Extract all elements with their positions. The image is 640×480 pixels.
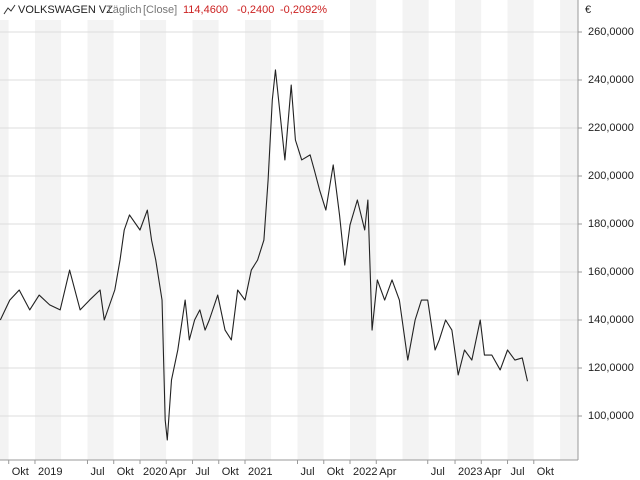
quarter-band xyxy=(533,0,561,460)
x-tick-label: Jul xyxy=(301,466,315,478)
price-line xyxy=(0,69,529,441)
x-tick-label: Okt xyxy=(12,466,29,478)
y-tick-label: 240,0000 xyxy=(588,74,634,86)
y-tick-label: 220,0000 xyxy=(588,122,634,134)
header-bg xyxy=(0,0,335,20)
x-tick-label: Jul xyxy=(90,466,104,478)
plot xyxy=(0,69,529,441)
x-tick-label: 2021 xyxy=(248,466,272,478)
x-tick-label: Jul xyxy=(195,466,209,478)
quarter-band xyxy=(87,0,114,460)
field: [Close] xyxy=(143,4,177,16)
quarter-band xyxy=(560,0,578,460)
x-tick-label: 2019 xyxy=(38,466,62,478)
quarter-band xyxy=(166,0,193,460)
quarter-band xyxy=(323,0,351,460)
x-tick-label: Okt xyxy=(327,466,344,478)
interval: Täglich xyxy=(106,4,141,16)
x-tick-label: Okt xyxy=(117,466,134,478)
y-tick-label: 140,0000 xyxy=(588,314,634,326)
y-unit: € xyxy=(585,4,591,16)
quarter-band xyxy=(113,0,140,460)
quarter-band xyxy=(192,0,219,460)
x-tick-label: Apr xyxy=(484,466,501,478)
quarter-band xyxy=(350,0,377,460)
x-tick-label: Apr xyxy=(169,466,186,478)
y-tick-label: 100,0000 xyxy=(588,410,634,422)
change: -0,2400 xyxy=(237,4,274,16)
x-tick-label: Apr xyxy=(379,466,396,478)
bands xyxy=(0,0,578,460)
y-tick-label: 260,0000 xyxy=(588,26,634,38)
last-price: 114,4600 xyxy=(183,4,228,16)
quarter-band xyxy=(218,0,245,460)
x-tick-label: Okt xyxy=(537,466,554,478)
grid xyxy=(0,31,578,417)
quarter-band xyxy=(244,0,272,460)
chart-icon xyxy=(3,4,16,15)
x-tick-label: 2023 xyxy=(458,466,482,478)
quarter-band xyxy=(271,0,298,460)
y-tick-label: 200,0000 xyxy=(588,170,634,182)
y-tick-label: 120,0000 xyxy=(588,362,634,374)
change-pct: -0,2092% xyxy=(280,4,327,16)
y-tick-label: 180,0000 xyxy=(588,218,634,230)
quarter-band xyxy=(507,0,534,460)
x-tick-label: 2020 xyxy=(143,466,167,478)
x-tick-label: Jul xyxy=(431,466,445,478)
quarter-band xyxy=(61,0,88,460)
quarter-band xyxy=(455,0,482,460)
quarter-band xyxy=(297,0,324,460)
quarter-band xyxy=(8,0,35,460)
quarter-band xyxy=(402,0,429,460)
quarter-band xyxy=(428,0,456,460)
quarter-band xyxy=(34,0,62,460)
quarter-band xyxy=(376,0,403,460)
y-tick-label: 160,0000 xyxy=(588,266,634,278)
quarter-band xyxy=(0,0,9,460)
x-tick-label: 2022 xyxy=(353,466,377,478)
quarter-band xyxy=(139,0,167,460)
x-tick-label: Okt xyxy=(222,466,239,478)
quarter-band xyxy=(481,0,508,460)
x-tick-label: Jul xyxy=(511,466,525,478)
instrument-name: VOLKSWAGEN VZ xyxy=(18,4,113,16)
